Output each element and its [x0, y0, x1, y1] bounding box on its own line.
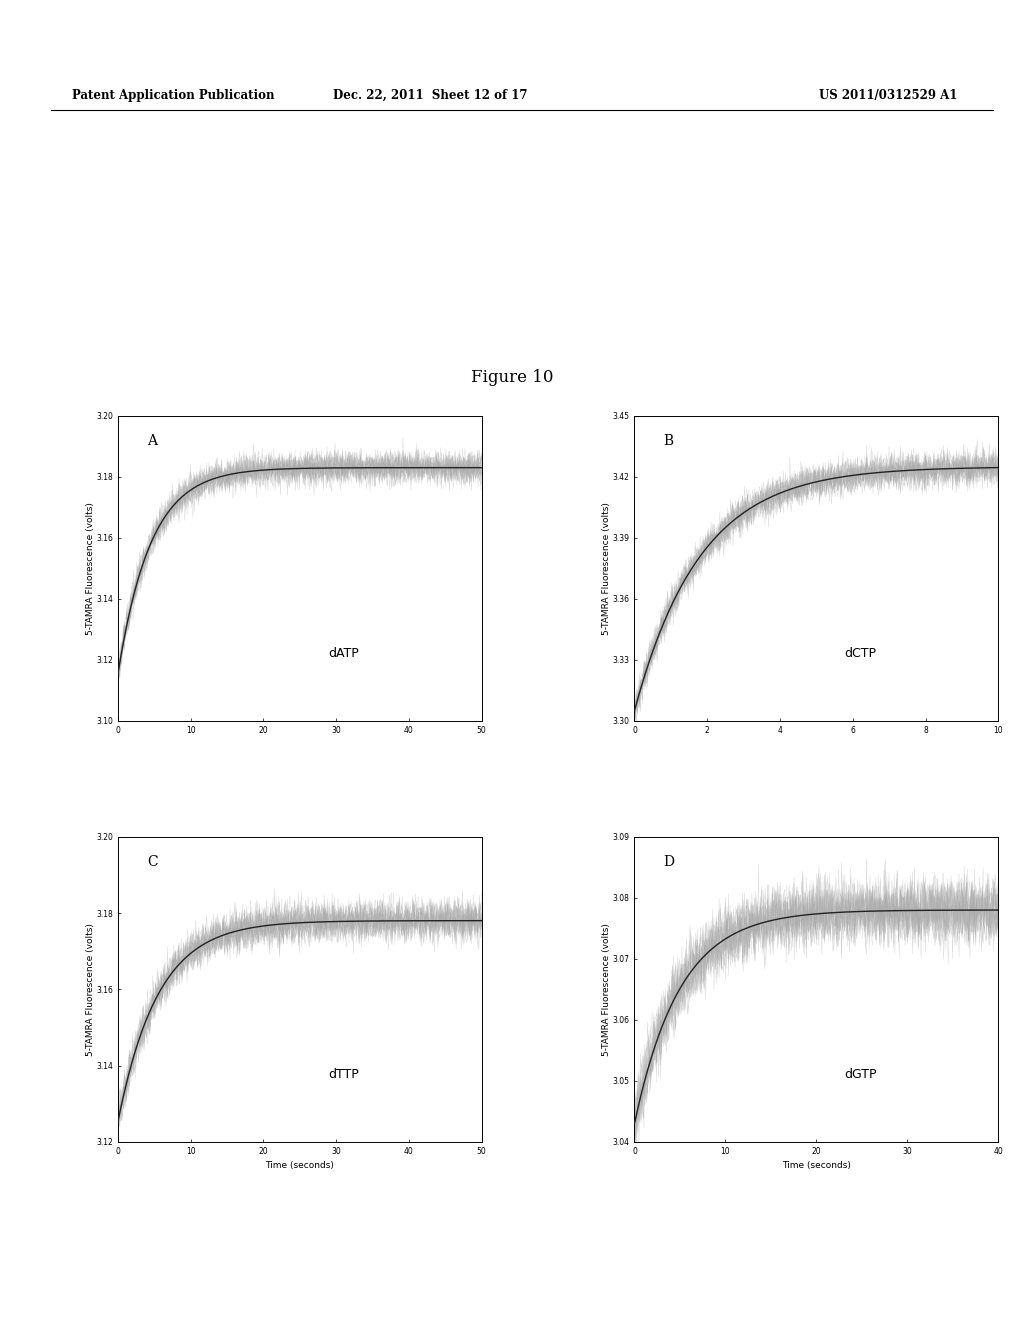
Text: dATP: dATP	[328, 647, 358, 660]
Text: dGTP: dGTP	[844, 1068, 877, 1081]
Text: dCTP: dCTP	[844, 647, 877, 660]
Y-axis label: 5-TAMRA Fluorescence (volts): 5-TAMRA Fluorescence (volts)	[602, 502, 611, 635]
Text: US 2011/0312529 A1: US 2011/0312529 A1	[819, 88, 957, 102]
Text: dTTP: dTTP	[328, 1068, 358, 1081]
Y-axis label: 5-TAMRA Fluorescence (volts): 5-TAMRA Fluorescence (volts)	[602, 923, 611, 1056]
Text: A: A	[146, 434, 157, 447]
X-axis label: Time (seconds): Time (seconds)	[782, 1162, 851, 1171]
Text: B: B	[664, 434, 674, 447]
Y-axis label: 5-TAMRA Fluorescence (volts): 5-TAMRA Fluorescence (volts)	[86, 502, 94, 635]
Text: Dec. 22, 2011  Sheet 12 of 17: Dec. 22, 2011 Sheet 12 of 17	[333, 88, 527, 102]
Text: D: D	[664, 855, 675, 869]
Y-axis label: 5-TAMRA Fluorescence (volts): 5-TAMRA Fluorescence (volts)	[86, 923, 94, 1056]
Text: C: C	[146, 855, 158, 869]
Text: Figure 10: Figure 10	[471, 370, 553, 385]
Text: Patent Application Publication: Patent Application Publication	[72, 88, 274, 102]
X-axis label: Time (seconds): Time (seconds)	[265, 1162, 334, 1171]
